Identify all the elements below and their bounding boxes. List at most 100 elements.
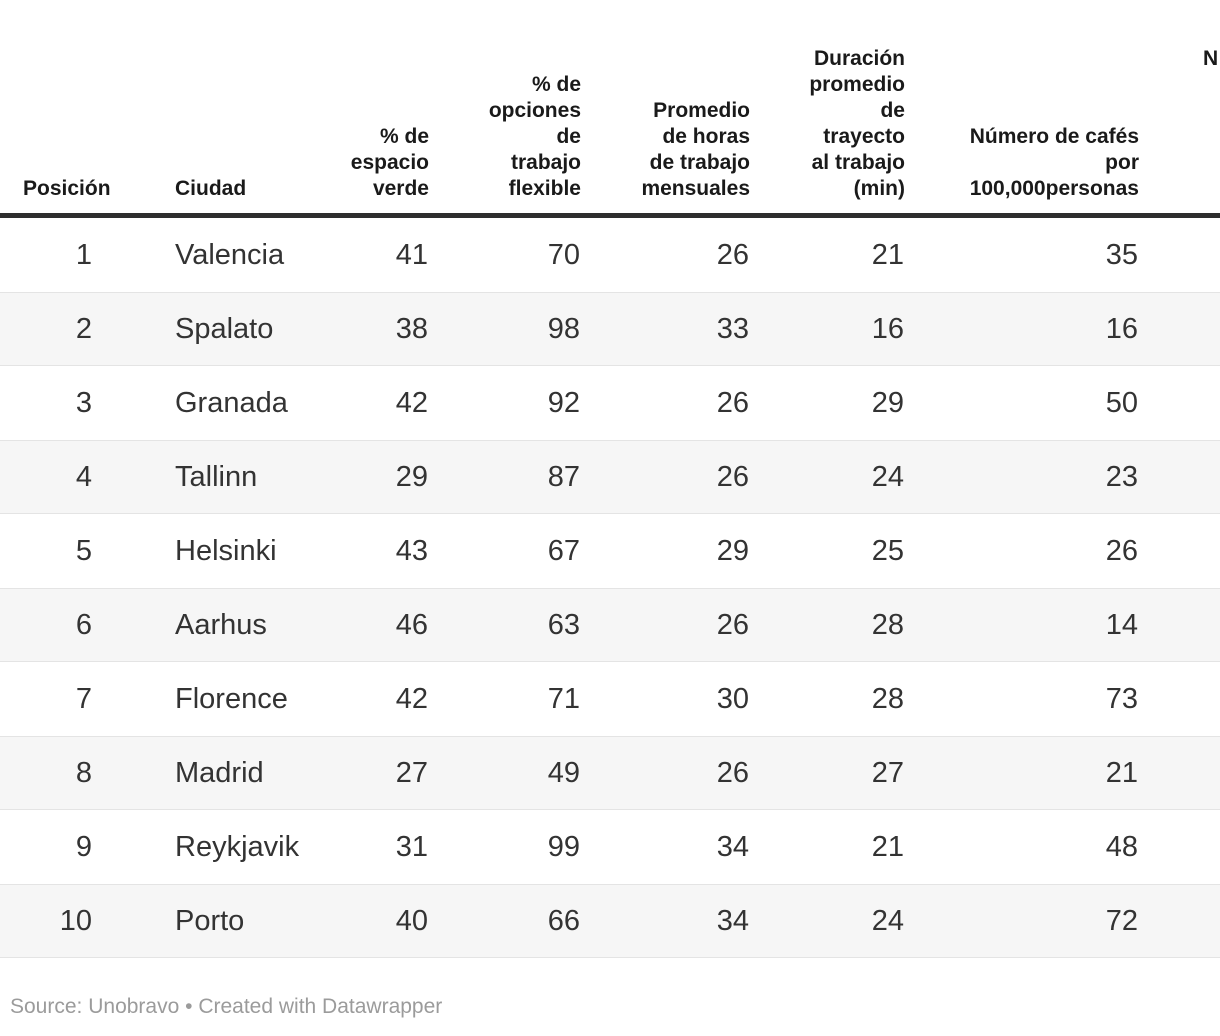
cell-trabajo-flexible: 99 — [429, 810, 581, 884]
cell-cutoff — [1139, 440, 1220, 514]
cell-cutoff — [1139, 662, 1220, 736]
cell-cutoff — [1139, 292, 1220, 366]
cell-cutoff — [1139, 884, 1220, 958]
column-header-trabajo-flexible: % de opciones de trabajo flexible — [429, 0, 581, 218]
cell-cutoff — [1139, 218, 1220, 292]
cell-trayecto-min: 28 — [750, 588, 905, 662]
cell-espacio-verde: 42 — [340, 662, 429, 736]
cell-espacio-verde: 38 — [340, 292, 429, 366]
cell-ciudad: Valencia — [110, 218, 340, 292]
cell-posicion: 7 — [0, 662, 110, 736]
cell-ciudad: Reykjavik — [110, 810, 340, 884]
table-row: 7 Florence 42 71 30 28 73 — [0, 662, 1220, 736]
cell-trayecto-min: 27 — [750, 736, 905, 810]
table-row: 8 Madrid 27 49 26 27 21 — [0, 736, 1220, 810]
footer-separator: • — [185, 995, 193, 1018]
cell-horas-mensuales: 30 — [581, 662, 750, 736]
cell-ciudad: Granada — [110, 366, 340, 440]
column-header-cutoff: N — [1139, 0, 1220, 218]
cell-cutoff — [1139, 514, 1220, 588]
cell-ciudad: Tallinn — [110, 440, 340, 514]
cell-cafes: 50 — [905, 366, 1139, 440]
cell-espacio-verde: 43 — [340, 514, 429, 588]
cell-espacio-verde: 46 — [340, 588, 429, 662]
cell-ciudad: Madrid — [110, 736, 340, 810]
cell-horas-mensuales: 26 — [581, 440, 750, 514]
cutoff-header-fragment: N — [1203, 47, 1219, 70]
cell-ciudad: Spalato — [110, 292, 340, 366]
cell-trabajo-flexible: 71 — [429, 662, 581, 736]
column-header-espacio-verde: % de espacio verde — [340, 0, 429, 218]
cell-posicion: 10 — [0, 884, 110, 958]
cell-trabajo-flexible: 98 — [429, 292, 581, 366]
table-row: 5 Helsinki 43 67 29 25 26 — [0, 514, 1220, 588]
cell-cafes: 23 — [905, 440, 1139, 514]
cell-ciudad: Aarhus — [110, 588, 340, 662]
cell-trabajo-flexible: 87 — [429, 440, 581, 514]
cell-trabajo-flexible: 66 — [429, 884, 581, 958]
source-label: Source: — [10, 995, 83, 1018]
table-row: 4 Tallinn 29 87 26 24 23 — [0, 440, 1220, 514]
cell-espacio-verde: 42 — [340, 366, 429, 440]
cell-horas-mensuales: 26 — [581, 736, 750, 810]
cell-horas-mensuales: 26 — [581, 588, 750, 662]
column-header-trayecto-min: Duración promedio de trayecto al trabajo… — [750, 0, 905, 218]
table-header-row: Posición Ciudad % de espacio verde % de … — [0, 0, 1220, 218]
cell-posicion: 6 — [0, 588, 110, 662]
cell-trabajo-flexible: 92 — [429, 366, 581, 440]
cell-posicion: 1 — [0, 218, 110, 292]
cell-trayecto-min: 21 — [750, 218, 905, 292]
cell-cutoff — [1139, 366, 1220, 440]
ranking-table: Posición Ciudad % de espacio verde % de … — [0, 0, 1220, 958]
column-header-cafes: Número de cafés por 100,000personas — [905, 0, 1139, 218]
cell-cafes: 73 — [905, 662, 1139, 736]
cell-cutoff — [1139, 810, 1220, 884]
table-row: 1 Valencia 41 70 26 21 35 — [0, 218, 1220, 292]
cell-cutoff — [1139, 588, 1220, 662]
cell-horas-mensuales: 33 — [581, 292, 750, 366]
cell-trabajo-flexible: 67 — [429, 514, 581, 588]
cell-horas-mensuales: 29 — [581, 514, 750, 588]
cell-cafes: 72 — [905, 884, 1139, 958]
cell-trabajo-flexible: 70 — [429, 218, 581, 292]
cell-horas-mensuales: 34 — [581, 884, 750, 958]
cell-trayecto-min: 24 — [750, 884, 905, 958]
cell-cafes: 48 — [905, 810, 1139, 884]
cell-trayecto-min: 16 — [750, 292, 905, 366]
table-row: 2 Spalato 38 98 33 16 16 — [0, 292, 1220, 366]
datawrapper-attribution-link[interactable]: Created with Datawrapper — [198, 995, 443, 1018]
cell-posicion: 3 — [0, 366, 110, 440]
table-row: 9 Reykjavik 31 99 34 21 48 — [0, 810, 1220, 884]
cell-posicion: 9 — [0, 810, 110, 884]
cell-cutoff — [1139, 736, 1220, 810]
cell-cafes: 21 — [905, 736, 1139, 810]
cell-ciudad: Florence — [110, 662, 340, 736]
chart-footer: Source: Unobravo • Created with Datawrap… — [10, 994, 1220, 1020]
source-link[interactable]: Unobravo — [88, 995, 180, 1018]
column-header-ciudad: Ciudad — [110, 0, 340, 218]
table-row: 10 Porto 40 66 34 24 72 — [0, 884, 1220, 958]
cell-trabajo-flexible: 63 — [429, 588, 581, 662]
cell-posicion: 5 — [0, 514, 110, 588]
cell-espacio-verde: 40 — [340, 884, 429, 958]
cell-ciudad: Helsinki — [110, 514, 340, 588]
cell-cafes: 14 — [905, 588, 1139, 662]
cell-horas-mensuales: 26 — [581, 218, 750, 292]
cell-trayecto-min: 28 — [750, 662, 905, 736]
cell-horas-mensuales: 26 — [581, 366, 750, 440]
cell-espacio-verde: 27 — [340, 736, 429, 810]
cell-espacio-verde: 41 — [340, 218, 429, 292]
cell-ciudad: Porto — [110, 884, 340, 958]
cell-trabajo-flexible: 49 — [429, 736, 581, 810]
cell-espacio-verde: 31 — [340, 810, 429, 884]
cell-cafes: 16 — [905, 292, 1139, 366]
cell-posicion: 2 — [0, 292, 110, 366]
cell-cafes: 26 — [905, 514, 1139, 588]
cell-trayecto-min: 29 — [750, 366, 905, 440]
cell-trayecto-min: 25 — [750, 514, 905, 588]
column-header-posicion: Posición — [0, 0, 111, 218]
cell-posicion: 4 — [0, 440, 110, 514]
cell-cafes: 35 — [905, 218, 1139, 292]
column-header-horas-mensuales: Promedio de horas de trabajo mensuales — [581, 0, 750, 218]
